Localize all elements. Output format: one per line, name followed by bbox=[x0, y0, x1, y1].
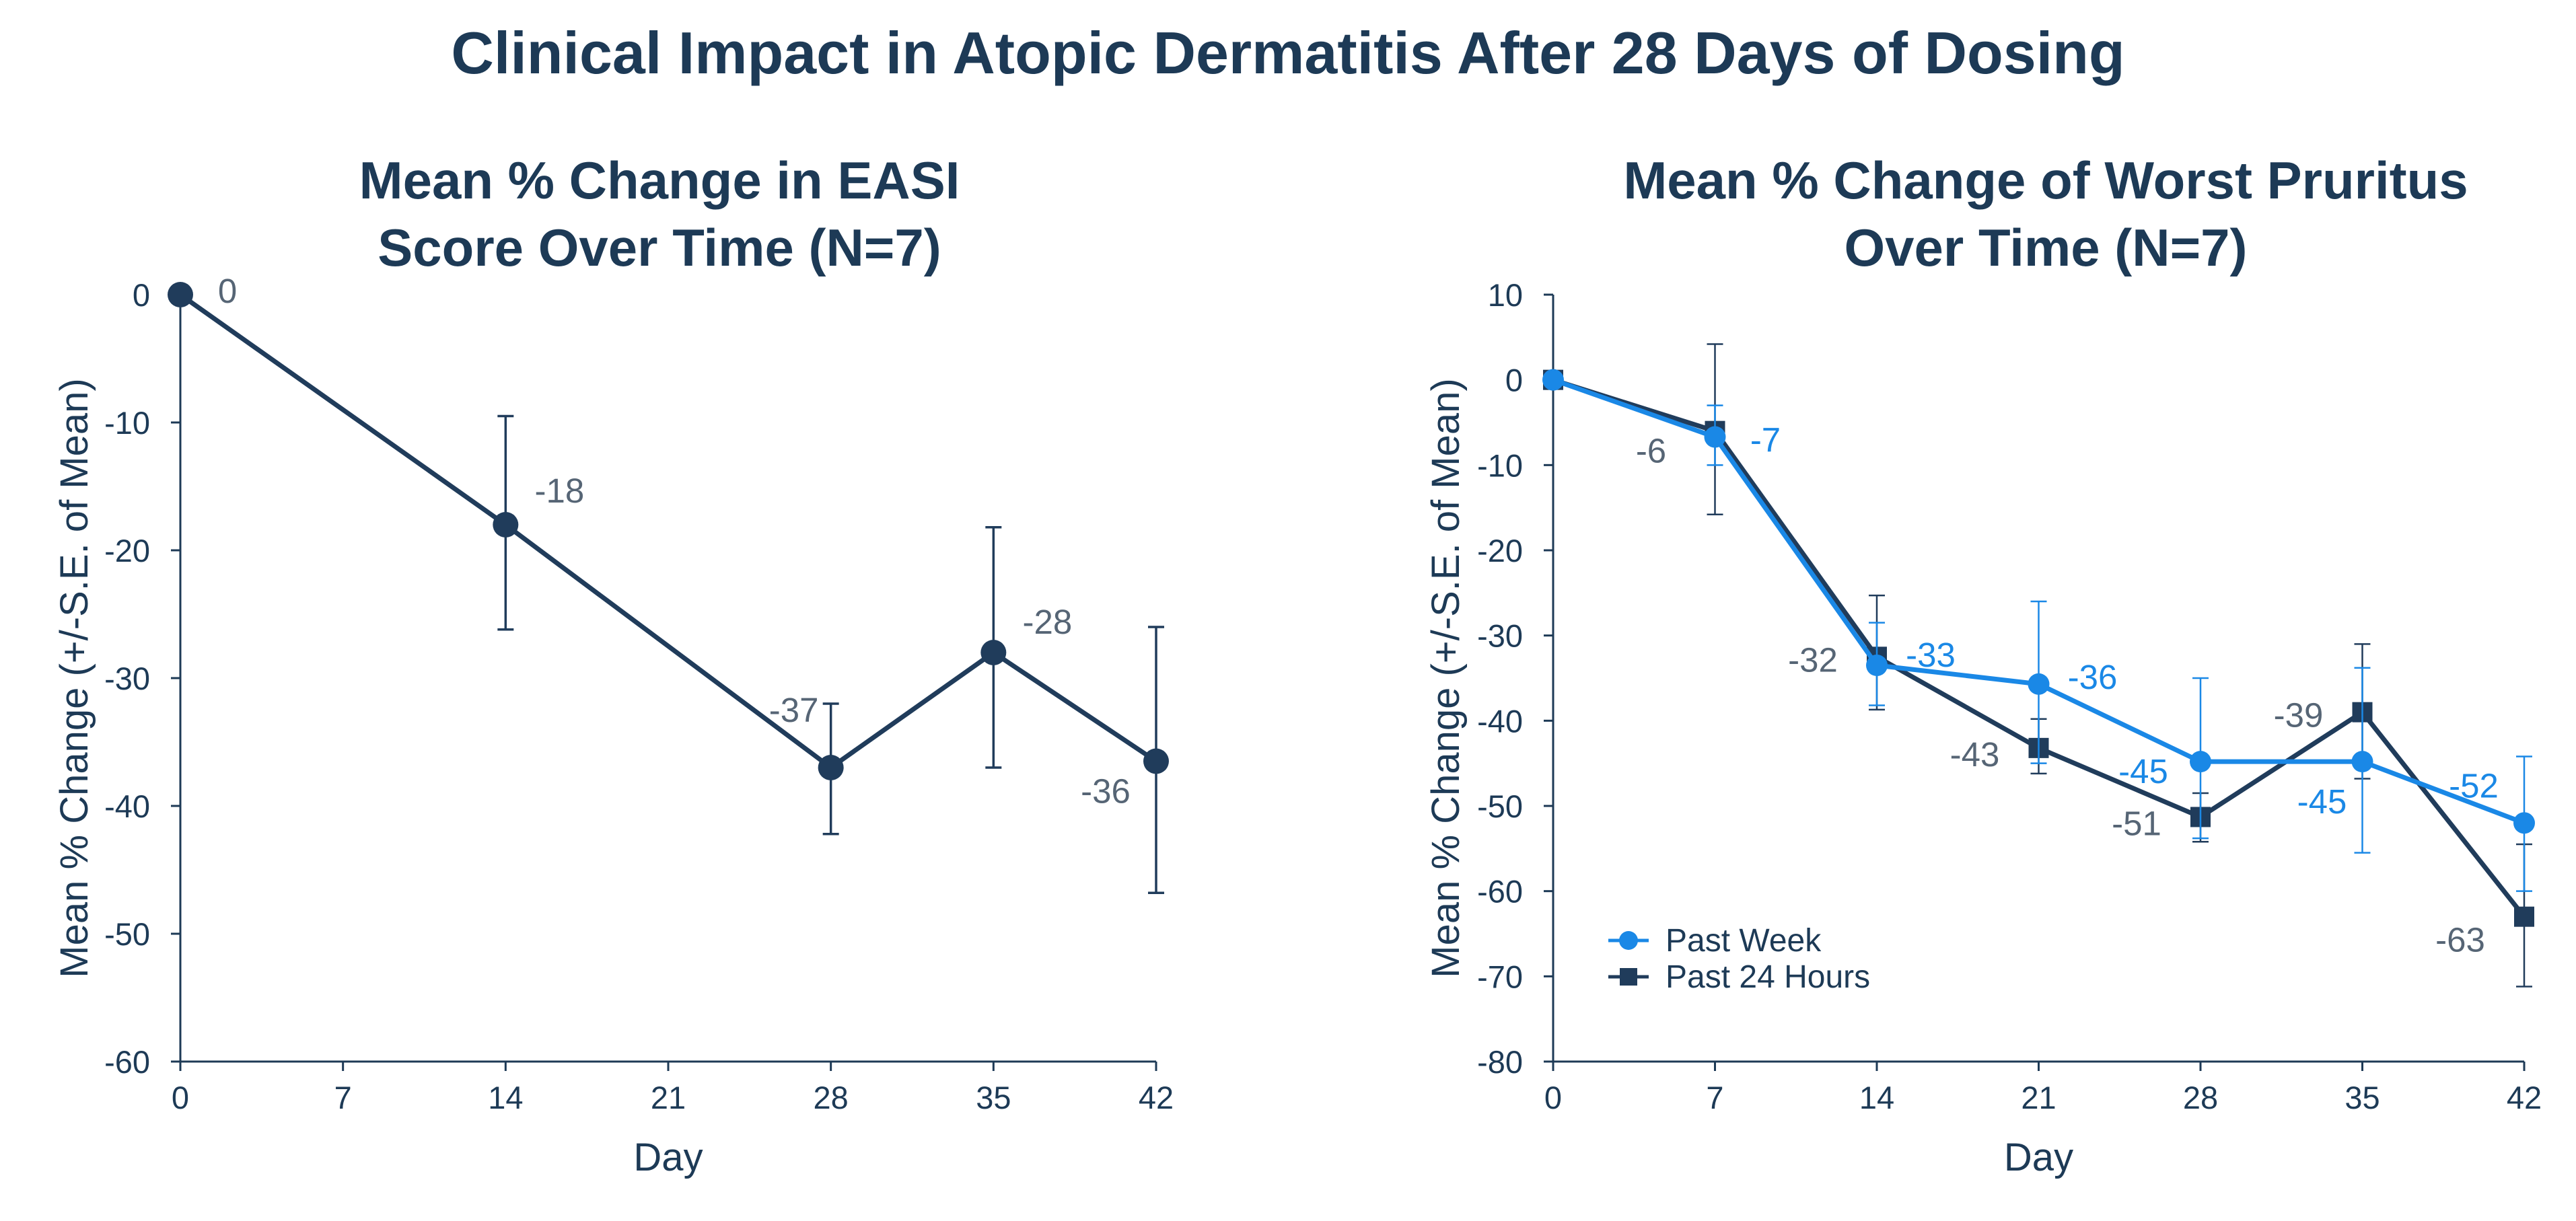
x-tick-label: 35 bbox=[976, 1080, 1011, 1115]
data-label: -45 bbox=[2118, 752, 2168, 790]
x-tick-label: 35 bbox=[2345, 1080, 2380, 1115]
legend-marker bbox=[1620, 968, 1637, 986]
chart-title-line: Over Time (N=7) bbox=[1845, 218, 2248, 277]
x-tick-label: 0 bbox=[172, 1080, 189, 1115]
data-label: -51 bbox=[2112, 804, 2161, 842]
x-tick-label: 14 bbox=[488, 1080, 523, 1115]
y-tick-label: -60 bbox=[104, 1044, 150, 1080]
data-label: -37 bbox=[769, 691, 819, 729]
data-point bbox=[1542, 369, 1564, 391]
y-axis-label: Mean % Change (+/-S.E. of Mean) bbox=[1424, 378, 1468, 977]
y-tick-label: -80 bbox=[1477, 1044, 1523, 1080]
x-tick-label: 14 bbox=[1859, 1080, 1894, 1115]
chart-title-line: Mean % Change of Worst Pruritus bbox=[1623, 151, 2468, 210]
x-tick-label: 42 bbox=[2507, 1080, 2542, 1115]
data-label: -52 bbox=[2449, 766, 2499, 805]
x-tick-label: 21 bbox=[651, 1080, 686, 1115]
x-tick-label: 0 bbox=[1544, 1080, 1562, 1115]
y-tick-label: -20 bbox=[1477, 533, 1523, 568]
y-axis-label: Mean % Change (+/-S.E. of Mean) bbox=[52, 378, 96, 977]
y-tick-label: -40 bbox=[104, 788, 150, 824]
chart-title-line: Mean % Change in EASI bbox=[359, 151, 960, 210]
data-point bbox=[2190, 751, 2211, 773]
legend-label: Past 24 Hours bbox=[1666, 959, 1870, 995]
data-label: -7 bbox=[1750, 421, 1781, 459]
data-point bbox=[168, 282, 193, 307]
x-tick-label: 28 bbox=[2183, 1080, 2218, 1115]
data-label: -63 bbox=[2435, 921, 2485, 959]
y-tick-label: -70 bbox=[1477, 959, 1523, 994]
y-tick-label: 0 bbox=[1505, 363, 1523, 398]
x-tick-label: 42 bbox=[1139, 1080, 1174, 1115]
data-point bbox=[2351, 751, 2373, 773]
y-tick-label: 0 bbox=[133, 277, 150, 313]
data-label: -36 bbox=[2068, 658, 2118, 696]
data-label: -28 bbox=[1022, 603, 1072, 641]
x-axis-label: Day bbox=[2004, 1136, 2073, 1179]
legend-label: Past Week bbox=[1666, 923, 1822, 959]
data-label: -39 bbox=[2274, 696, 2324, 735]
data-label: -33 bbox=[1906, 636, 1956, 674]
data-point bbox=[2513, 812, 2535, 834]
y-tick-label: -30 bbox=[104, 661, 150, 696]
x-tick-label: 28 bbox=[814, 1080, 849, 1115]
data-point bbox=[1704, 426, 1726, 448]
y-tick-label: -60 bbox=[1477, 874, 1523, 910]
y-tick-label: -10 bbox=[104, 405, 150, 441]
y-tick-label: -10 bbox=[1477, 447, 1523, 483]
data-point bbox=[493, 512, 519, 538]
x-tick-label: 7 bbox=[1706, 1080, 1723, 1115]
data-point bbox=[2514, 906, 2534, 927]
main-title: Clinical Impact in Atopic Dermatitis Aft… bbox=[451, 20, 2125, 86]
x-tick-label: 21 bbox=[2021, 1080, 2056, 1115]
data-point bbox=[2028, 673, 2050, 695]
y-tick-label: -50 bbox=[104, 916, 150, 952]
data-label: -18 bbox=[534, 472, 584, 510]
data-label: -6 bbox=[1636, 432, 1666, 470]
x-axis-label: Day bbox=[633, 1136, 703, 1179]
data-label: -32 bbox=[1788, 640, 1838, 679]
data-point bbox=[1143, 748, 1169, 774]
data-point bbox=[818, 755, 844, 780]
data-point bbox=[980, 640, 1007, 665]
y-tick-label: -20 bbox=[104, 533, 150, 568]
data-point bbox=[1866, 655, 1888, 676]
y-tick-label: 10 bbox=[1488, 277, 1523, 313]
legend-marker bbox=[1619, 931, 1638, 950]
data-label: -45 bbox=[2297, 782, 2347, 821]
data-label: -36 bbox=[1081, 772, 1131, 811]
x-tick-label: 7 bbox=[334, 1080, 352, 1115]
chart-title-line: Score Over Time (N=7) bbox=[378, 218, 941, 277]
y-tick-label: -30 bbox=[1477, 618, 1523, 654]
y-tick-label: -40 bbox=[1477, 703, 1523, 739]
easi-chart: Mean % Change in EASI Score Over Time (N=… bbox=[52, 151, 1174, 1179]
data-label: -43 bbox=[1950, 735, 2000, 774]
data-label: 0 bbox=[218, 272, 237, 310]
y-tick-label: -50 bbox=[1477, 788, 1523, 824]
